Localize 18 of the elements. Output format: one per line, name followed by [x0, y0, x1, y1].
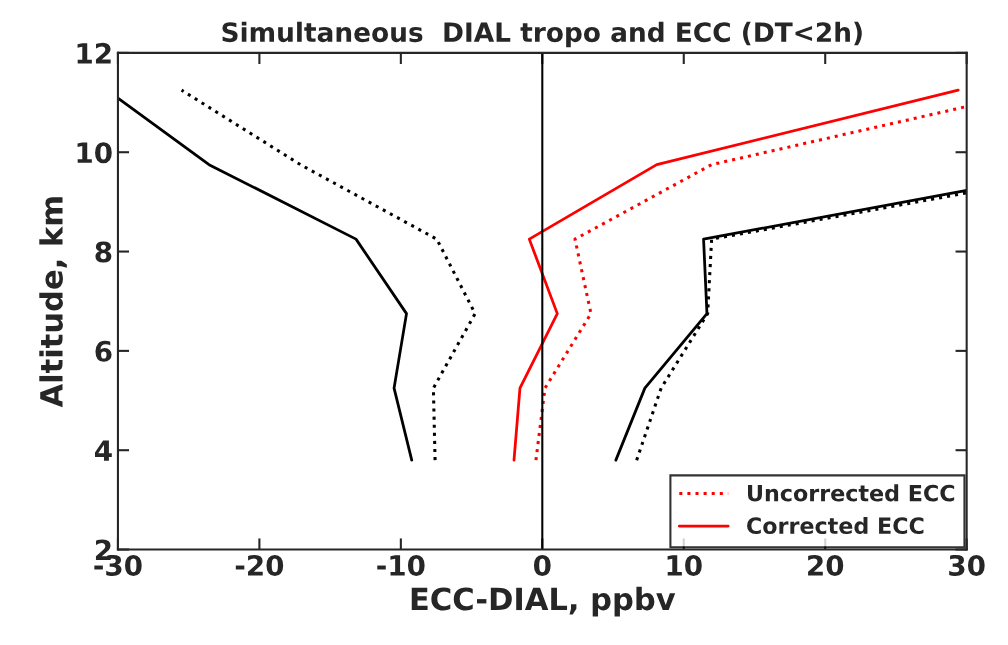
- x-axis-title: ECC-DIAL, ppbv: [411, 586, 676, 617]
- y-tick-label: 8: [95, 241, 112, 263]
- legend-label: Uncorrected ECC: [748, 484, 955, 502]
- x-tick-label: -10: [377, 554, 425, 576]
- x-tick-label: -20: [235, 554, 284, 576]
- chart-title: Simultaneous DIAL tropo and ECC (DT<2h): [222, 21, 862, 48]
- x-tick-label: 0: [533, 554, 551, 576]
- y-axis-title: Altitude, km: [39, 197, 67, 408]
- line-series: [180, 88, 477, 462]
- line-series: [117, 96, 414, 462]
- y-tick-label: 12: [77, 42, 111, 64]
- y-tick-label: 6: [95, 340, 112, 362]
- y-tick-label: 10: [77, 142, 112, 164]
- y-tick-label: 4: [95, 440, 112, 461]
- legend-label: Corrected ECC: [747, 516, 924, 535]
- x-tick-label: 20: [808, 554, 844, 576]
- x-tick-label: 10: [667, 554, 702, 576]
- x-tick-label: 30: [949, 554, 985, 576]
